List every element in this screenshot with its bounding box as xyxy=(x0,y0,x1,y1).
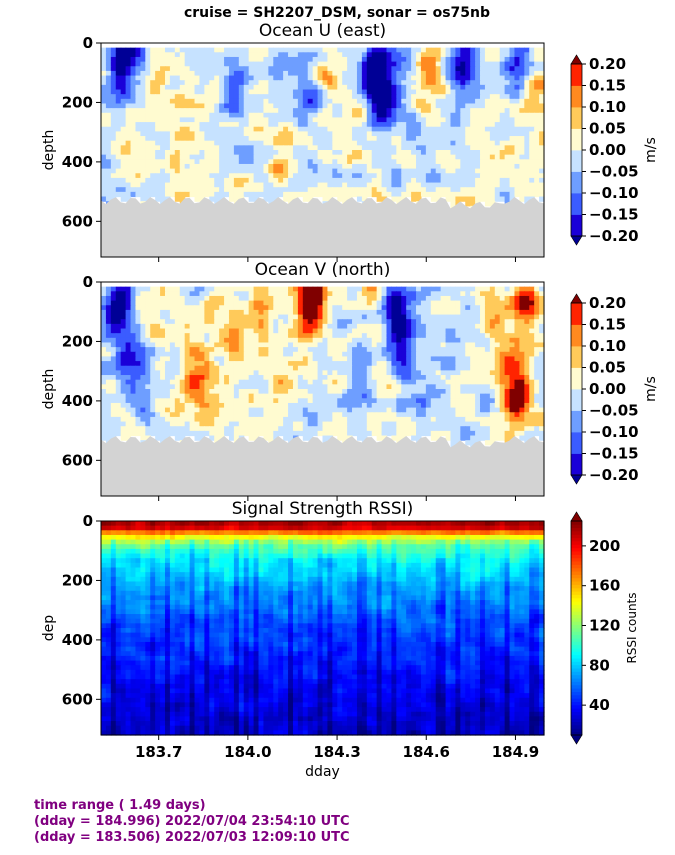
y-tick-label: 200 xyxy=(62,93,93,111)
y-tick-label: 600 xyxy=(62,451,93,469)
heatmap-cells xyxy=(101,286,545,451)
colorbar-tick-label: 0.20 xyxy=(589,294,626,312)
plot-frame xyxy=(100,281,545,497)
y-tick-label: 400 xyxy=(62,153,93,171)
colorbar-extend-low xyxy=(570,235,583,246)
colorbar-tick-label: −0.20 xyxy=(589,227,639,245)
colorbar-tick-label: 0.00 xyxy=(589,141,626,159)
x-tick-label: 184.0 xyxy=(224,743,271,761)
y-tick-label: 600 xyxy=(62,212,93,230)
colorbar-tick-label: −0.10 xyxy=(589,184,639,202)
panel-3: Signal Strength RSSI) 0 200 400 600 dep 183.7 1… xyxy=(41,499,639,780)
time-range-label: time range ( 1.49 days) xyxy=(34,798,206,813)
colorbar-tick-label: 0.10 xyxy=(589,98,626,116)
colorbar-extend-high xyxy=(570,511,583,522)
y-tick-label: 200 xyxy=(62,571,93,589)
y-axis-label: dep xyxy=(41,615,57,642)
colorbar-tick-label: 0.05 xyxy=(589,120,626,138)
colorbar-tick-label: 80 xyxy=(589,656,610,674)
colorbar-tick-label: 0.10 xyxy=(589,337,626,355)
end-time-label: (dday = 184.996) 2022/07/04 23:54:10 UTC xyxy=(34,814,350,829)
x-tick-label: 184.6 xyxy=(403,743,450,761)
colorbar-label: RSSI counts xyxy=(625,592,639,663)
panel-2: Ocean V (north)0200400600depth0.200.150.… xyxy=(41,260,659,501)
colorbar-tick-label: 120 xyxy=(589,617,620,635)
colorbar: 200 160 120 80 40 RSSI counts xyxy=(570,511,639,745)
colorbar-tick-label: −0.15 xyxy=(589,445,639,463)
colorbar-tick-label: 0.20 xyxy=(589,55,626,73)
y-axis-label: depth xyxy=(41,369,57,410)
colorbar-tick-label: 160 xyxy=(589,577,620,595)
x-tick-label: 184.3 xyxy=(313,743,360,761)
colorbar-extend-high xyxy=(570,293,583,304)
colorbar-tick-label: −0.20 xyxy=(589,466,639,484)
colorbar-tick-label: −0.10 xyxy=(589,423,639,441)
y-tick-label: 0 xyxy=(83,273,93,291)
y-tick-label: 0 xyxy=(83,34,93,52)
y-tick-label: 200 xyxy=(62,332,93,350)
colorbar-extend-low xyxy=(570,734,583,745)
colorbar-tick-label: 0.15 xyxy=(589,316,626,334)
heatmap-cells xyxy=(101,47,545,212)
colorbar-tick-label: 40 xyxy=(589,696,610,714)
colorbar-label: m/s xyxy=(643,376,659,402)
no-data-region xyxy=(101,197,544,257)
x-tick-label: 183.7 xyxy=(135,743,182,761)
colorbar-tick-label: 200 xyxy=(589,537,620,555)
x-axis-label: dday xyxy=(305,764,340,780)
panel-title: Ocean U (east) xyxy=(259,21,386,41)
colorbar-extend-high xyxy=(570,54,583,65)
y-tick-label: 600 xyxy=(62,690,93,708)
figure-suptitle: cruise = SH2207_DSM, sonar = os75nb xyxy=(184,5,490,21)
heatmap-cells xyxy=(101,521,545,736)
colorbar: 0.20 0.15 0.10 0.05 0.00 −0.05 −0.10 −0.15 −0.20… xyxy=(570,54,659,246)
colorbar-tick-label: −0.05 xyxy=(589,402,639,420)
colorbar: 0.20 0.15 0.10 0.05 0.00 −0.05 −0.10 −0.15 −0.20… xyxy=(570,293,659,485)
plot-frame xyxy=(100,520,545,736)
colorbar-tick-label: −0.05 xyxy=(589,163,639,181)
colorbar-tick-label: −0.15 xyxy=(589,206,639,224)
y-axis-label: depth xyxy=(41,130,57,171)
colorbar-tick-label: 0.05 xyxy=(589,359,626,377)
panel-1: Ocean U (east) 0 200 400 600 depth 0.20 0.15 0.1… xyxy=(41,21,659,262)
no-data-region xyxy=(101,436,544,496)
start-time-label: (dday = 183.506) 2022/07/03 12:09:10 UTC xyxy=(34,830,350,845)
time-range-footer: time range ( 1.49 days) (dday = 184.996)… xyxy=(34,798,350,846)
y-tick-label: 0 xyxy=(83,512,93,530)
panel-title: Signal Strength RSSI) xyxy=(232,499,414,519)
colorbar-extend-low xyxy=(570,474,583,485)
colorbar-label: m/s xyxy=(643,137,659,163)
y-tick-label: 400 xyxy=(62,392,93,410)
panel-title: Ocean V (north) xyxy=(255,260,391,280)
plot-frame xyxy=(100,42,545,258)
colorbar-tick-label: 0.00 xyxy=(589,380,626,398)
colorbar-tick-label: 0.15 xyxy=(589,77,626,95)
y-tick-label: 400 xyxy=(62,631,93,649)
x-tick-label: 184.9 xyxy=(492,743,539,761)
